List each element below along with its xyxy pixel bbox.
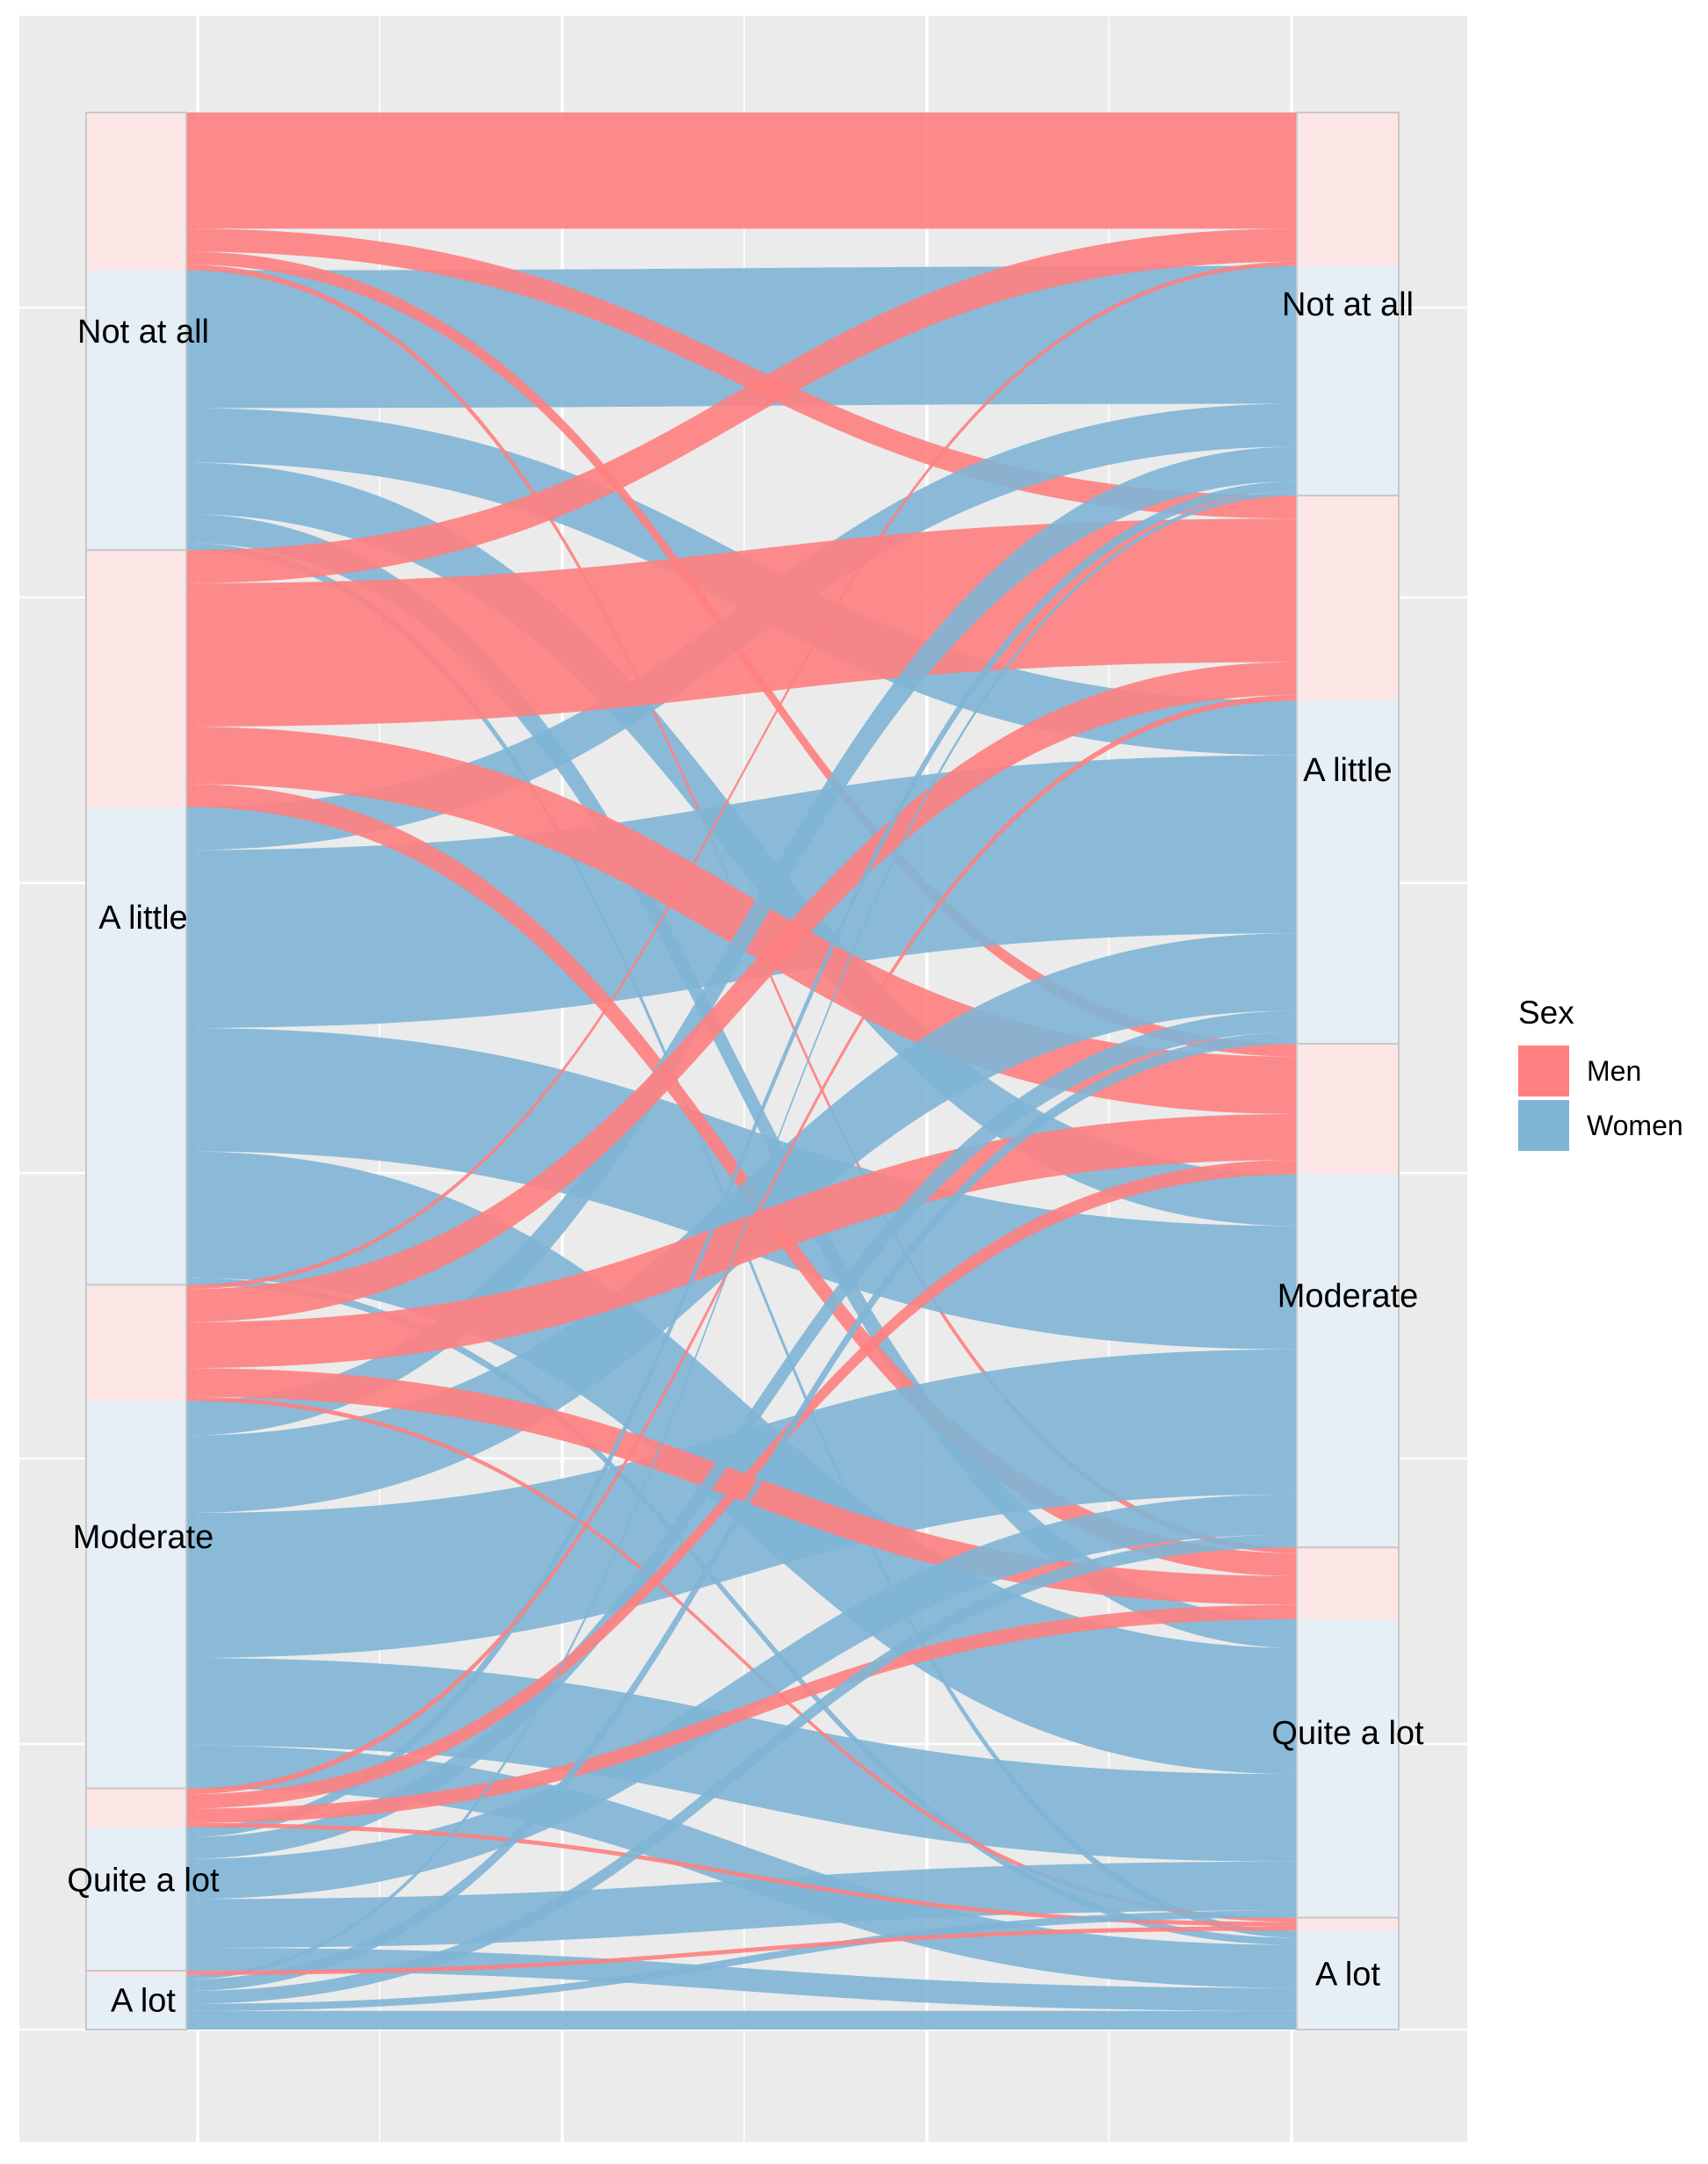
- legend: Sex Men Women: [1518, 995, 1683, 1151]
- flow-a-little-to-quite-a-lot-men: [186, 784, 1297, 1576]
- left-stratum-not-at-all-men: [86, 112, 186, 271]
- legend-label-men: Men: [1587, 1055, 1641, 1087]
- left-stratum-moderate-women: [86, 1400, 186, 1789]
- right-label-moderate: Moderate: [1277, 1278, 1419, 1315]
- strata: [85, 112, 1400, 2030]
- flow-not-at-all-to-not-at-all-men: [186, 112, 1297, 229]
- left-stratum-moderate-men: [86, 1285, 186, 1401]
- right-stratum-a-lot-men: [1297, 1917, 1399, 1931]
- flow-a-little-to-not-at-all-men: [186, 228, 1297, 583]
- right-stratum-moderate-men: [1297, 1043, 1399, 1175]
- left-stratum-not-at-all-women: [86, 270, 186, 551]
- legend-title: Sex: [1518, 995, 1574, 1031]
- right-label-a-lot: A lot: [1315, 1956, 1380, 1993]
- legend-label-women: Women: [1587, 1110, 1683, 1141]
- right-label-quite-a-lot: Quite a lot: [1271, 1715, 1424, 1752]
- flow-moderate-to-not-at-all-women: [186, 446, 1297, 1436]
- flow-moderate-to-moderate-women: [186, 1349, 1297, 1658]
- right-stratum-a-little-women: [1297, 700, 1399, 1044]
- right-stratum-a-lot: [1296, 1916, 1400, 2030]
- left-label-quite-a-lot: Quite a lot: [67, 1862, 220, 1899]
- flow-quite-a-lot-to-moderate-men: [186, 1160, 1297, 1809]
- right-stratum-a-lot-women: [1297, 1930, 1399, 2030]
- flow-quite-a-lot-to-quite-a-lot-men: [186, 1604, 1297, 1823]
- flow-a-lot-to-not-at-all-women: [186, 491, 1297, 1979]
- flow-a-lot-to-a-lot-men: [186, 1926, 1297, 1975]
- left-stratum-a-little-men: [86, 550, 186, 807]
- flow-quite-a-lot-to-not-at-all-women: [186, 481, 1297, 1838]
- flow-a-lot-to-a-lot-women: [186, 2010, 1297, 2030]
- flow-a-little-to-moderate-men: [186, 727, 1297, 1114]
- left-stratum-a-lot: [85, 1970, 187, 2030]
- right-stratum-quite-a-lot-women: [1297, 1618, 1399, 1918]
- left-stratum-a-lot-women: [86, 1974, 186, 2030]
- flow-moderate-to-quite-a-lot-women: [186, 1657, 1297, 1862]
- right-stratum-quite-a-lot-men: [1297, 1547, 1399, 1619]
- flow-moderate-to-moderate-men: [186, 1113, 1297, 1369]
- flow-a-little-to-a-lot-women: [186, 1277, 1297, 1945]
- legend-swatch-men: [1518, 1046, 1569, 1096]
- flow-quite-a-lot-to-a-lot-women: [186, 1947, 1297, 2011]
- left-label-a-little: A little: [98, 900, 187, 937]
- right-label-a-little: A little: [1303, 752, 1392, 789]
- legend-swatch-women: [1518, 1100, 1569, 1151]
- flow-quite-a-lot-to-a-lot-men: [186, 1822, 1297, 1927]
- flow-a-lot-to-quite-a-lot-women: [186, 1910, 1297, 2011]
- flow-moderate-to-a-lot-men: [186, 1396, 1297, 1922]
- flows: [186, 112, 1297, 2030]
- right-stratum-a-little-men: [1297, 496, 1399, 701]
- flow-a-lot-to-a-little-women: [186, 1031, 1297, 1991]
- right-label-not-at-all: Not at all: [1282, 286, 1414, 323]
- flow-a-lot-to-moderate-women: [186, 1534, 1297, 2004]
- flow-not-at-all-to-a-little-men: [186, 228, 1297, 519]
- flow-not-at-all-to-quite-a-lot-women: [186, 514, 1297, 1648]
- flow-quite-a-lot-to-a-little-women: [186, 1010, 1297, 1859]
- left-stratum-quite-a-lot-women: [86, 1827, 186, 1972]
- left-stratum-a-little-women: [86, 807, 186, 1285]
- flow-quite-a-lot-to-moderate-women: [186, 1494, 1297, 1900]
- flow-moderate-to-not-at-all-men: [186, 261, 1297, 1290]
- flow-quite-a-lot-to-a-little-men: [186, 695, 1297, 1795]
- left-stratum-a-lot-men: [86, 1971, 186, 1975]
- right-stratum-moderate-women: [1297, 1174, 1399, 1548]
- axis-labels: Not at all A little Moderate Quite a lot A l…: [67, 286, 1424, 2019]
- right-stratum-not-at-all-men: [1297, 112, 1399, 266]
- left-stratum-quite-a-lot-men: [86, 1788, 186, 1827]
- left-label-a-lot: A lot: [111, 1983, 176, 2020]
- left-label-not-at-all: Not at all: [77, 314, 209, 351]
- flow-quite-a-lot-to-quite-a-lot-women: [186, 1861, 1297, 1948]
- right-stratum-not-at-all-women: [1297, 265, 1399, 496]
- left-label-moderate: Moderate: [73, 1519, 214, 1556]
- flow-moderate-to-a-little-men: [186, 662, 1297, 1322]
